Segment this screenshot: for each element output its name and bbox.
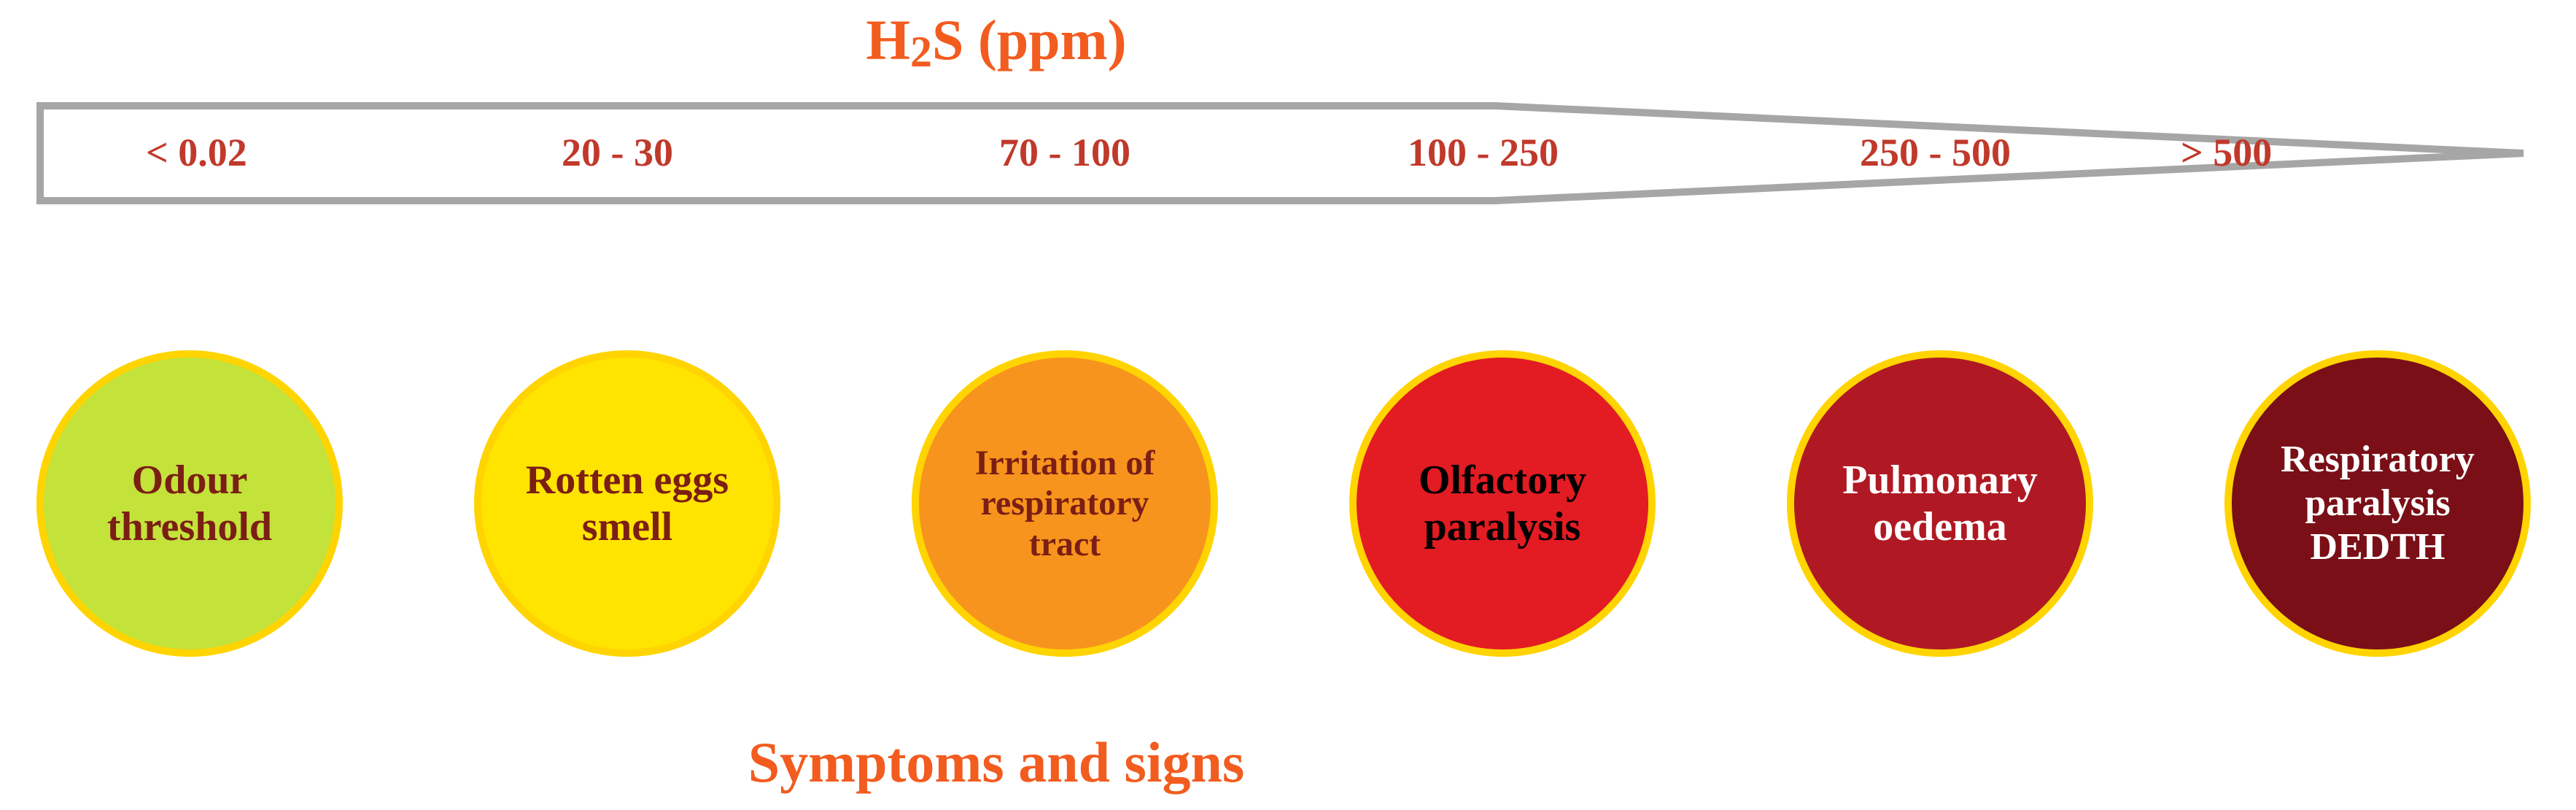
symptom-circle-2: Irritation of respiratory tract: [912, 350, 1218, 657]
ppm-labels: < 0.02 20 - 30 70 - 100 100 - 250 250 - 500 >…: [36, 130, 2531, 174]
symptom-label: Respiratory paralysis DEDTH: [2254, 438, 2502, 568]
arrow-svg: [36, 102, 2531, 263]
ppm-label-1: 20 - 30: [562, 130, 673, 175]
symptom-label: Irritation of respiratory tract: [941, 443, 1189, 564]
symptom-label: Rotten eggs smell: [503, 457, 751, 551]
title-bottom: Symptoms and signs: [0, 730, 2284, 795]
symptom-circle-1: Rotten eggs smell: [474, 350, 780, 657]
symptom-circle-4: Pulmonary oedema: [1787, 350, 2093, 657]
symptom-label: Pulmonary oedema: [1816, 457, 2064, 551]
symptom-label: Odour threshold: [66, 457, 314, 551]
symptom-circle-0: Odour threshold: [36, 350, 343, 657]
ppm-label-5: > 500: [2181, 130, 2272, 175]
ppm-label-3: 100 - 250: [1408, 130, 1559, 175]
symptom-circles-row: Odour threshold Rotten eggs smell Irritati…: [36, 350, 2531, 657]
ppm-arrow: < 0.02 20 - 30 70 - 100 100 - 250 250 - 500 >…: [36, 102, 2531, 263]
ppm-label-2: 70 - 100: [999, 130, 1130, 175]
symptom-circle-3: Olfactory paralysis: [1349, 350, 1656, 657]
ppm-label-4: 250 - 500: [1860, 130, 2011, 175]
title-top: H2S (ppm): [0, 7, 2284, 73]
symptom-circle-5: Respiratory paralysis DEDTH: [2224, 350, 2531, 657]
symptom-label: Olfactory paralysis: [1378, 457, 1626, 551]
ppm-label-0: < 0.02: [146, 130, 247, 175]
